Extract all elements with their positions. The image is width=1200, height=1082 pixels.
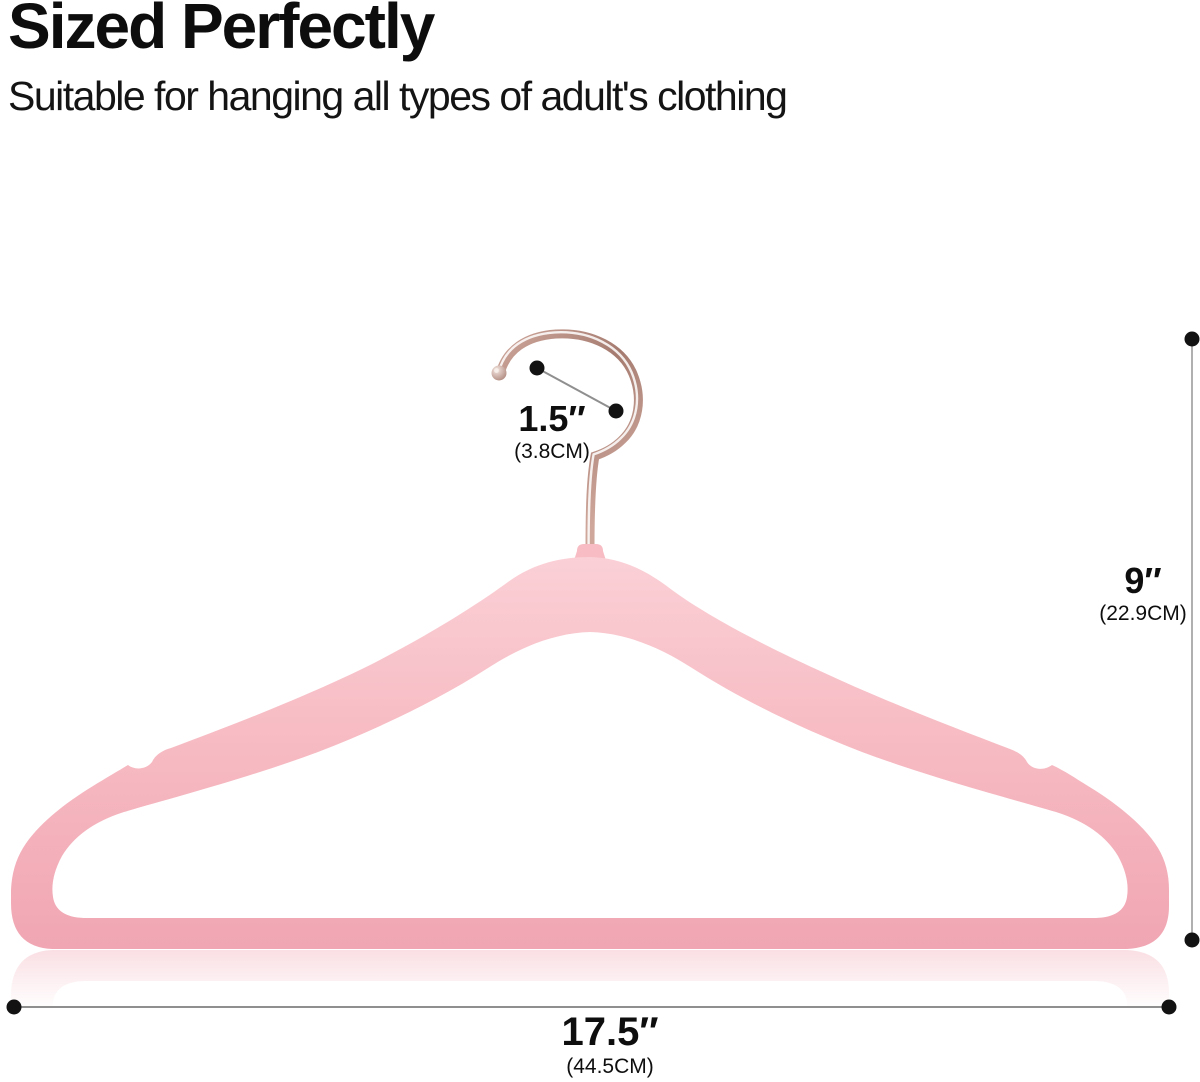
height-dot-top xyxy=(1184,331,1200,347)
hanger-body xyxy=(11,557,1169,949)
height-cm: (22.9CM) xyxy=(1099,602,1187,625)
hook-diameter-inches: 1.5″ xyxy=(518,398,586,439)
height-inches: 9″ xyxy=(1124,560,1162,601)
hook-diameter-dot-end xyxy=(608,403,624,419)
height-dot-bottom xyxy=(1184,932,1200,948)
width-dot-left xyxy=(6,999,22,1015)
page-title: Sized Perfectly xyxy=(8,0,435,62)
width-inches: 17.5″ xyxy=(561,1010,659,1054)
metal-hook xyxy=(491,329,643,553)
width-measure xyxy=(6,999,1177,1015)
page-subtitle: Suitable for hanging all types of adult'… xyxy=(8,73,788,119)
hook-wire xyxy=(495,329,643,553)
hanger-reflection xyxy=(11,950,1169,1082)
hook-diameter-measure xyxy=(529,360,624,419)
width-label: 17.5″ (44.5CM) xyxy=(455,1012,765,1077)
hook-diameter-line xyxy=(536,367,617,412)
hook-diameter-dot-start xyxy=(529,360,545,376)
hook-wire-highlight xyxy=(497,331,639,548)
hook-diameter-cm: (3.8CM) xyxy=(514,440,590,463)
width-dot-right xyxy=(1161,999,1177,1015)
height-measure xyxy=(1184,331,1200,948)
width-cm: (44.5CM) xyxy=(566,1055,654,1078)
height-label: 9″ (22.9CM) xyxy=(1058,560,1200,625)
hook-ball-end xyxy=(491,365,507,381)
hook-ball-highlight xyxy=(494,368,499,373)
hook-diameter-label: 1.5″ (3.8CM) xyxy=(432,398,672,463)
